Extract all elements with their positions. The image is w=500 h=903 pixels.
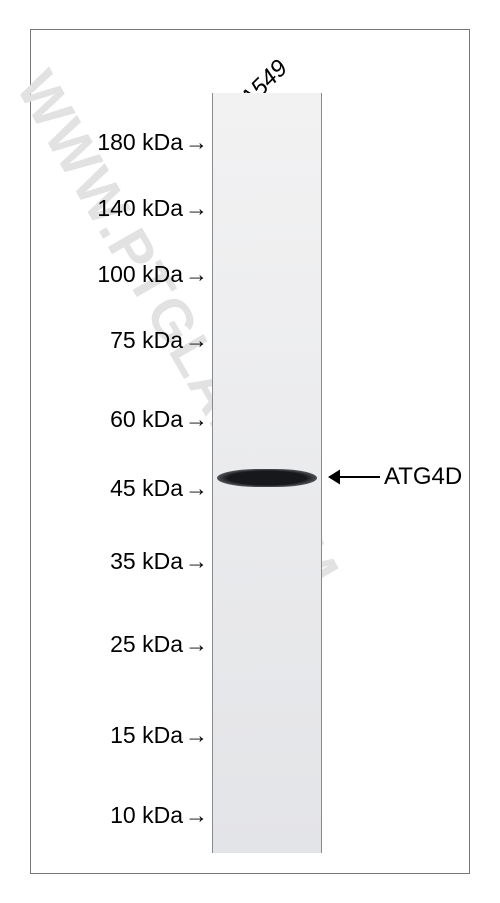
arrow-right-icon: → xyxy=(185,722,208,749)
mw-marker-label: 15 kDa xyxy=(110,722,183,749)
arrow-right-icon: → xyxy=(185,475,208,502)
mw-marker: 15 kDa→ xyxy=(0,722,208,749)
arrow-right-icon: → xyxy=(185,802,208,829)
mw-marker: 100 kDa→ xyxy=(0,261,208,288)
mw-marker: 140 kDa→ xyxy=(0,195,208,222)
mw-marker-label: 25 kDa xyxy=(110,631,183,658)
protein-band xyxy=(217,469,317,487)
mw-marker-label: 45 kDa xyxy=(110,475,183,502)
arrow-right-icon: → xyxy=(185,631,208,658)
mw-marker: 10 kDa→ xyxy=(0,802,208,829)
mw-marker-label: 180 kDa xyxy=(97,129,183,156)
target-label: ATG4D xyxy=(384,463,462,491)
target-annotation: ATG4D xyxy=(328,463,462,491)
arrow-right-icon: → xyxy=(185,406,208,433)
arrow-right-icon: → xyxy=(185,327,208,354)
mw-marker-label: 60 kDa xyxy=(110,406,183,433)
mw-marker: 75 kDa→ xyxy=(0,327,208,354)
mw-marker: 45 kDa→ xyxy=(0,475,208,502)
mw-marker: 35 kDa→ xyxy=(0,548,208,575)
mw-marker-label: 35 kDa xyxy=(110,548,183,575)
mw-marker: 60 kDa→ xyxy=(0,406,208,433)
arrow-right-icon: → xyxy=(185,195,208,222)
blot-lane xyxy=(212,93,322,853)
mw-marker-label: 10 kDa xyxy=(110,802,183,829)
mw-marker-label: 75 kDa xyxy=(110,327,183,354)
arrow-right-icon: → xyxy=(185,129,208,156)
arrow-right-icon: → xyxy=(185,261,208,288)
mw-marker: 25 kDa→ xyxy=(0,631,208,658)
mw-marker-label: 140 kDa xyxy=(97,195,183,222)
mw-marker: 180 kDa→ xyxy=(0,129,208,156)
mw-marker-label: 100 kDa xyxy=(97,261,183,288)
arrow-left-icon xyxy=(328,465,380,489)
arrow-right-icon: → xyxy=(185,548,208,575)
